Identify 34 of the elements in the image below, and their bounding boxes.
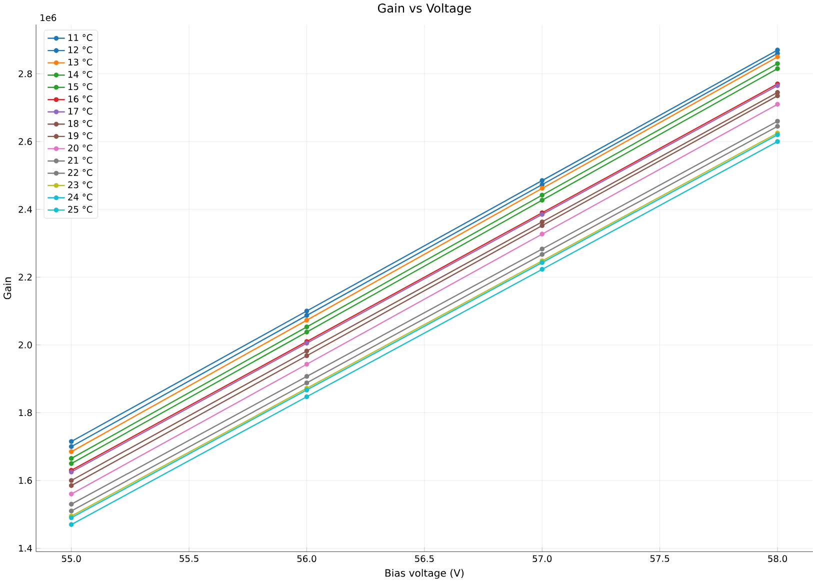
y-tick-label: 2.0 [18,341,32,348]
y-tick-label: 2.2 [18,274,32,280]
legend-label: 13 °C [68,58,92,66]
legend-label: 19 °C [68,132,92,140]
x-tick-label: 55.0 [62,555,81,562]
y-tick-label: 2.8 [18,70,32,78]
legend-label: 20 °C [68,144,92,152]
x-tick-label: 58.0 [768,555,787,562]
legend-label: 18 °C [68,120,92,127]
legend-label: 12 °C [68,46,92,54]
legend-label: 16 °C [68,95,92,102]
legend-label: 22 °C [68,169,92,176]
y-tick-label: 1.4 [19,544,32,552]
legend-label: 24 °C [68,194,92,200]
y-tick-label: 1.6 [19,477,32,484]
x-tick-label: 56.0 [297,555,316,562]
x-tick-label: 57.5 [650,555,670,562]
x-tick-label: 57.0 [532,555,552,562]
y-tick-label: 1.8 [19,409,32,416]
legend-label: 14 °C [68,70,92,78]
y-axis-title: Gain [3,277,12,300]
legend-label: 25 °C [68,206,92,213]
legend-label: 23 °C [68,181,92,188]
x-tick-label: 55.5 [180,555,198,562]
y-tick-label: 2.6 [18,138,32,145]
legend-label: 17 °C [68,108,92,115]
legend-label: 21 °C [68,156,92,164]
legend-label: 15 °C [68,83,92,90]
y-tick-label: 2.4 [18,206,32,213]
x-tick-label: 56.5 [415,555,434,562]
text: 1e6 [40,14,56,22]
chart-title: Gain vs Voltage [378,3,471,15]
legend-label: 11 °C [68,34,92,41]
x-axis-title: Bias voltage (V) [385,568,464,579]
